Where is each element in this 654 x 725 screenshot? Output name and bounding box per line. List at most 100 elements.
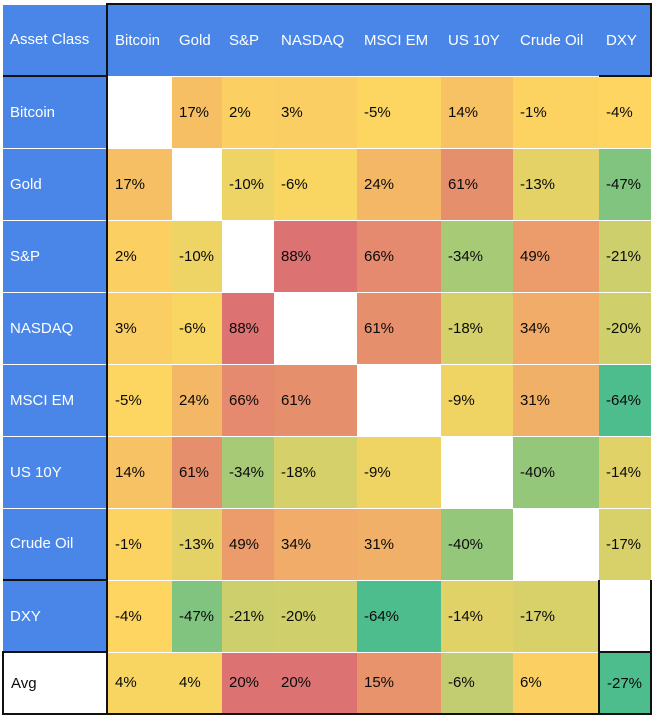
cell-us-10y-crude-oil[interactable]: -40% <box>513 435 599 508</box>
cell-nasdaq-msci-em[interactable]: 61% <box>357 291 441 364</box>
cell-msci-em-gold[interactable]: 24% <box>172 363 222 436</box>
column-header-bitcoin[interactable]: Bitcoin <box>107 3 172 76</box>
cell-crude-oil-s-p[interactable]: 49% <box>222 507 274 580</box>
cell-bitcoin-gold[interactable]: 17% <box>172 75 222 148</box>
row-label-dxy[interactable]: DXY <box>3 579 108 652</box>
row-label-gold[interactable]: Gold <box>3 147 108 220</box>
row-label-msci-em[interactable]: MSCI EM <box>3 363 108 436</box>
cell-dxy-us-10y[interactable]: -14% <box>441 579 513 652</box>
cell-crude-oil-msci-em[interactable]: 31% <box>357 507 441 580</box>
header-row: Asset Class Bitcoin Gold S&P NASDAQ MSCI EM U… <box>3 3 652 77</box>
cell-bitcoin-bitcoin[interactable] <box>107 75 172 148</box>
cell-dxy-s-p[interactable]: -21% <box>222 579 274 652</box>
cell-bitcoin-crude-oil[interactable]: -1% <box>513 75 599 148</box>
cell-crude-oil-crude-oil[interactable] <box>513 507 599 580</box>
cell-gold-dxy[interactable]: -47% <box>599 147 651 220</box>
cell-crude-oil-us-10y[interactable]: -40% <box>441 507 513 580</box>
cell-us-10y-bitcoin[interactable]: 14% <box>107 435 172 508</box>
table-row-crude-oil: Crude Oil -1% -13% 49% 34% 31% -40% -17% <box>3 507 651 580</box>
cell-bitcoin-us-10y[interactable]: 14% <box>441 75 513 148</box>
cell-us-10y-s-p[interactable]: -34% <box>222 435 274 508</box>
row-label-nasdaq[interactable]: NASDAQ <box>3 291 108 364</box>
row-label-s-p[interactable]: S&P <box>3 219 108 292</box>
row-label-bitcoin[interactable]: Bitcoin <box>3 75 108 148</box>
cell-us-10y-nasdaq[interactable]: -18% <box>274 435 357 508</box>
cell-msci-em-bitcoin[interactable]: -5% <box>107 363 172 436</box>
cell-nasdaq-us-10y[interactable]: -18% <box>441 291 513 364</box>
row-label-us-10y[interactable]: US 10Y <box>3 435 108 508</box>
cell-msci-em-msci-em[interactable] <box>357 363 441 436</box>
cell-s-p-nasdaq[interactable]: 88% <box>274 219 357 292</box>
cell-avg-nasdaq[interactable]: 20% <box>274 651 357 715</box>
cell-nasdaq-crude-oil[interactable]: 34% <box>513 291 599 364</box>
cell-nasdaq-dxy[interactable]: -20% <box>599 291 651 364</box>
cell-us-10y-us-10y[interactable] <box>441 435 513 508</box>
cell-avg-bitcoin[interactable]: 4% <box>107 651 172 715</box>
cell-crude-oil-dxy[interactable]: -17% <box>599 507 651 580</box>
cell-crude-oil-nasdaq[interactable]: 34% <box>274 507 357 580</box>
column-header-gold[interactable]: Gold <box>172 3 222 76</box>
cell-msci-em-nasdaq[interactable]: 61% <box>274 363 357 436</box>
cell-s-p-crude-oil[interactable]: 49% <box>513 219 599 292</box>
cell-avg-crude-oil[interactable]: 6% <box>513 651 599 715</box>
cell-bitcoin-nasdaq[interactable]: 3% <box>274 75 357 148</box>
cell-msci-em-crude-oil[interactable]: 31% <box>513 363 599 436</box>
cell-avg-msci-em[interactable]: 15% <box>357 651 441 715</box>
cell-us-10y-dxy[interactable]: -14% <box>599 435 651 508</box>
cell-dxy-bitcoin[interactable]: -4% <box>107 579 172 652</box>
cell-s-p-bitcoin[interactable]: 2% <box>107 219 172 292</box>
cell-crude-oil-gold[interactable]: -13% <box>172 507 222 580</box>
table-row-nasdaq: NASDAQ 3% -6% 88% 61% -18% 34% -20% <box>3 291 651 364</box>
cell-avg-us-10y[interactable]: -6% <box>441 651 513 715</box>
cell-msci-em-dxy[interactable]: -64% <box>599 363 651 436</box>
cell-s-p-msci-em[interactable]: 66% <box>357 219 441 292</box>
avg-row-label[interactable]: Avg <box>2 651 108 715</box>
cell-nasdaq-nasdaq[interactable] <box>274 291 357 364</box>
column-header-crude-oil[interactable]: Crude Oil <box>513 3 599 76</box>
table-row-msci-em: MSCI EM -5% 24% 66% 61% -9% 31% -64% <box>3 363 651 436</box>
cell-bitcoin-s-p[interactable]: 2% <box>222 75 274 148</box>
table-row-gold: Gold 17% -10% -6% 24% 61% -13% -47% <box>3 147 651 220</box>
cell-nasdaq-bitcoin[interactable]: 3% <box>107 291 172 364</box>
table-row-s-p: S&P 2% -10% 88% 66% -34% 49% -21% <box>3 219 651 292</box>
table-row-avg: Avg 4% 4% 20% 20% 15% -6% 6% -27% <box>2 651 652 715</box>
cell-avg-gold[interactable]: 4% <box>172 651 222 715</box>
cell-gold-bitcoin[interactable]: 17% <box>107 147 172 220</box>
cell-us-10y-msci-em[interactable]: -9% <box>357 435 441 508</box>
cell-msci-em-us-10y[interactable]: -9% <box>441 363 513 436</box>
cell-gold-crude-oil[interactable]: -13% <box>513 147 599 220</box>
column-header-msci-em[interactable]: MSCI EM <box>357 3 441 76</box>
cell-gold-s-p[interactable]: -10% <box>222 147 274 220</box>
row-label-crude-oil[interactable]: Crude Oil <box>3 507 108 580</box>
cell-gold-gold[interactable] <box>172 147 222 220</box>
table-row-dxy: DXY -4% -47% -21% -20% -64% -14% -17% <box>3 579 652 652</box>
column-header-s-p[interactable]: S&P <box>222 3 274 76</box>
table-row-us-10y: US 10Y 14% 61% -34% -18% -9% -40% -14% <box>3 435 651 508</box>
cell-s-p-gold[interactable]: -10% <box>172 219 222 292</box>
cell-s-p-dxy[interactable]: -21% <box>599 219 651 292</box>
cell-avg-s-p[interactable]: 20% <box>222 651 274 715</box>
cell-us-10y-gold[interactable]: 61% <box>172 435 222 508</box>
cell-s-p-us-10y[interactable]: -34% <box>441 219 513 292</box>
column-header-dxy[interactable]: DXY <box>599 3 652 77</box>
cell-dxy-nasdaq[interactable]: -20% <box>274 579 357 652</box>
cell-gold-nasdaq[interactable]: -6% <box>274 147 357 220</box>
cell-gold-msci-em[interactable]: 24% <box>357 147 441 220</box>
column-header-us-10y[interactable]: US 10Y <box>441 3 513 76</box>
cell-gold-us-10y[interactable]: 61% <box>441 147 513 220</box>
column-header-nasdaq[interactable]: NASDAQ <box>274 3 357 76</box>
cell-nasdaq-s-p[interactable]: 88% <box>222 291 274 364</box>
cell-bitcoin-msci-em[interactable]: -5% <box>357 75 441 148</box>
cell-msci-em-s-p[interactable]: 66% <box>222 363 274 436</box>
cell-nasdaq-gold[interactable]: -6% <box>172 291 222 364</box>
cell-bitcoin-dxy[interactable]: -4% <box>599 75 651 148</box>
cell-s-p-s-p[interactable] <box>222 219 274 292</box>
cell-crude-oil-bitcoin[interactable]: -1% <box>107 507 172 580</box>
cell-avg-dxy[interactable]: -27% <box>598 651 652 715</box>
cell-dxy-msci-em[interactable]: -64% <box>357 579 441 652</box>
cell-dxy-dxy[interactable] <box>598 579 652 652</box>
cell-dxy-gold[interactable]: -47% <box>172 579 222 652</box>
cell-dxy-crude-oil[interactable]: -17% <box>513 579 599 652</box>
corner-header-cell[interactable]: Asset Class <box>3 3 108 77</box>
